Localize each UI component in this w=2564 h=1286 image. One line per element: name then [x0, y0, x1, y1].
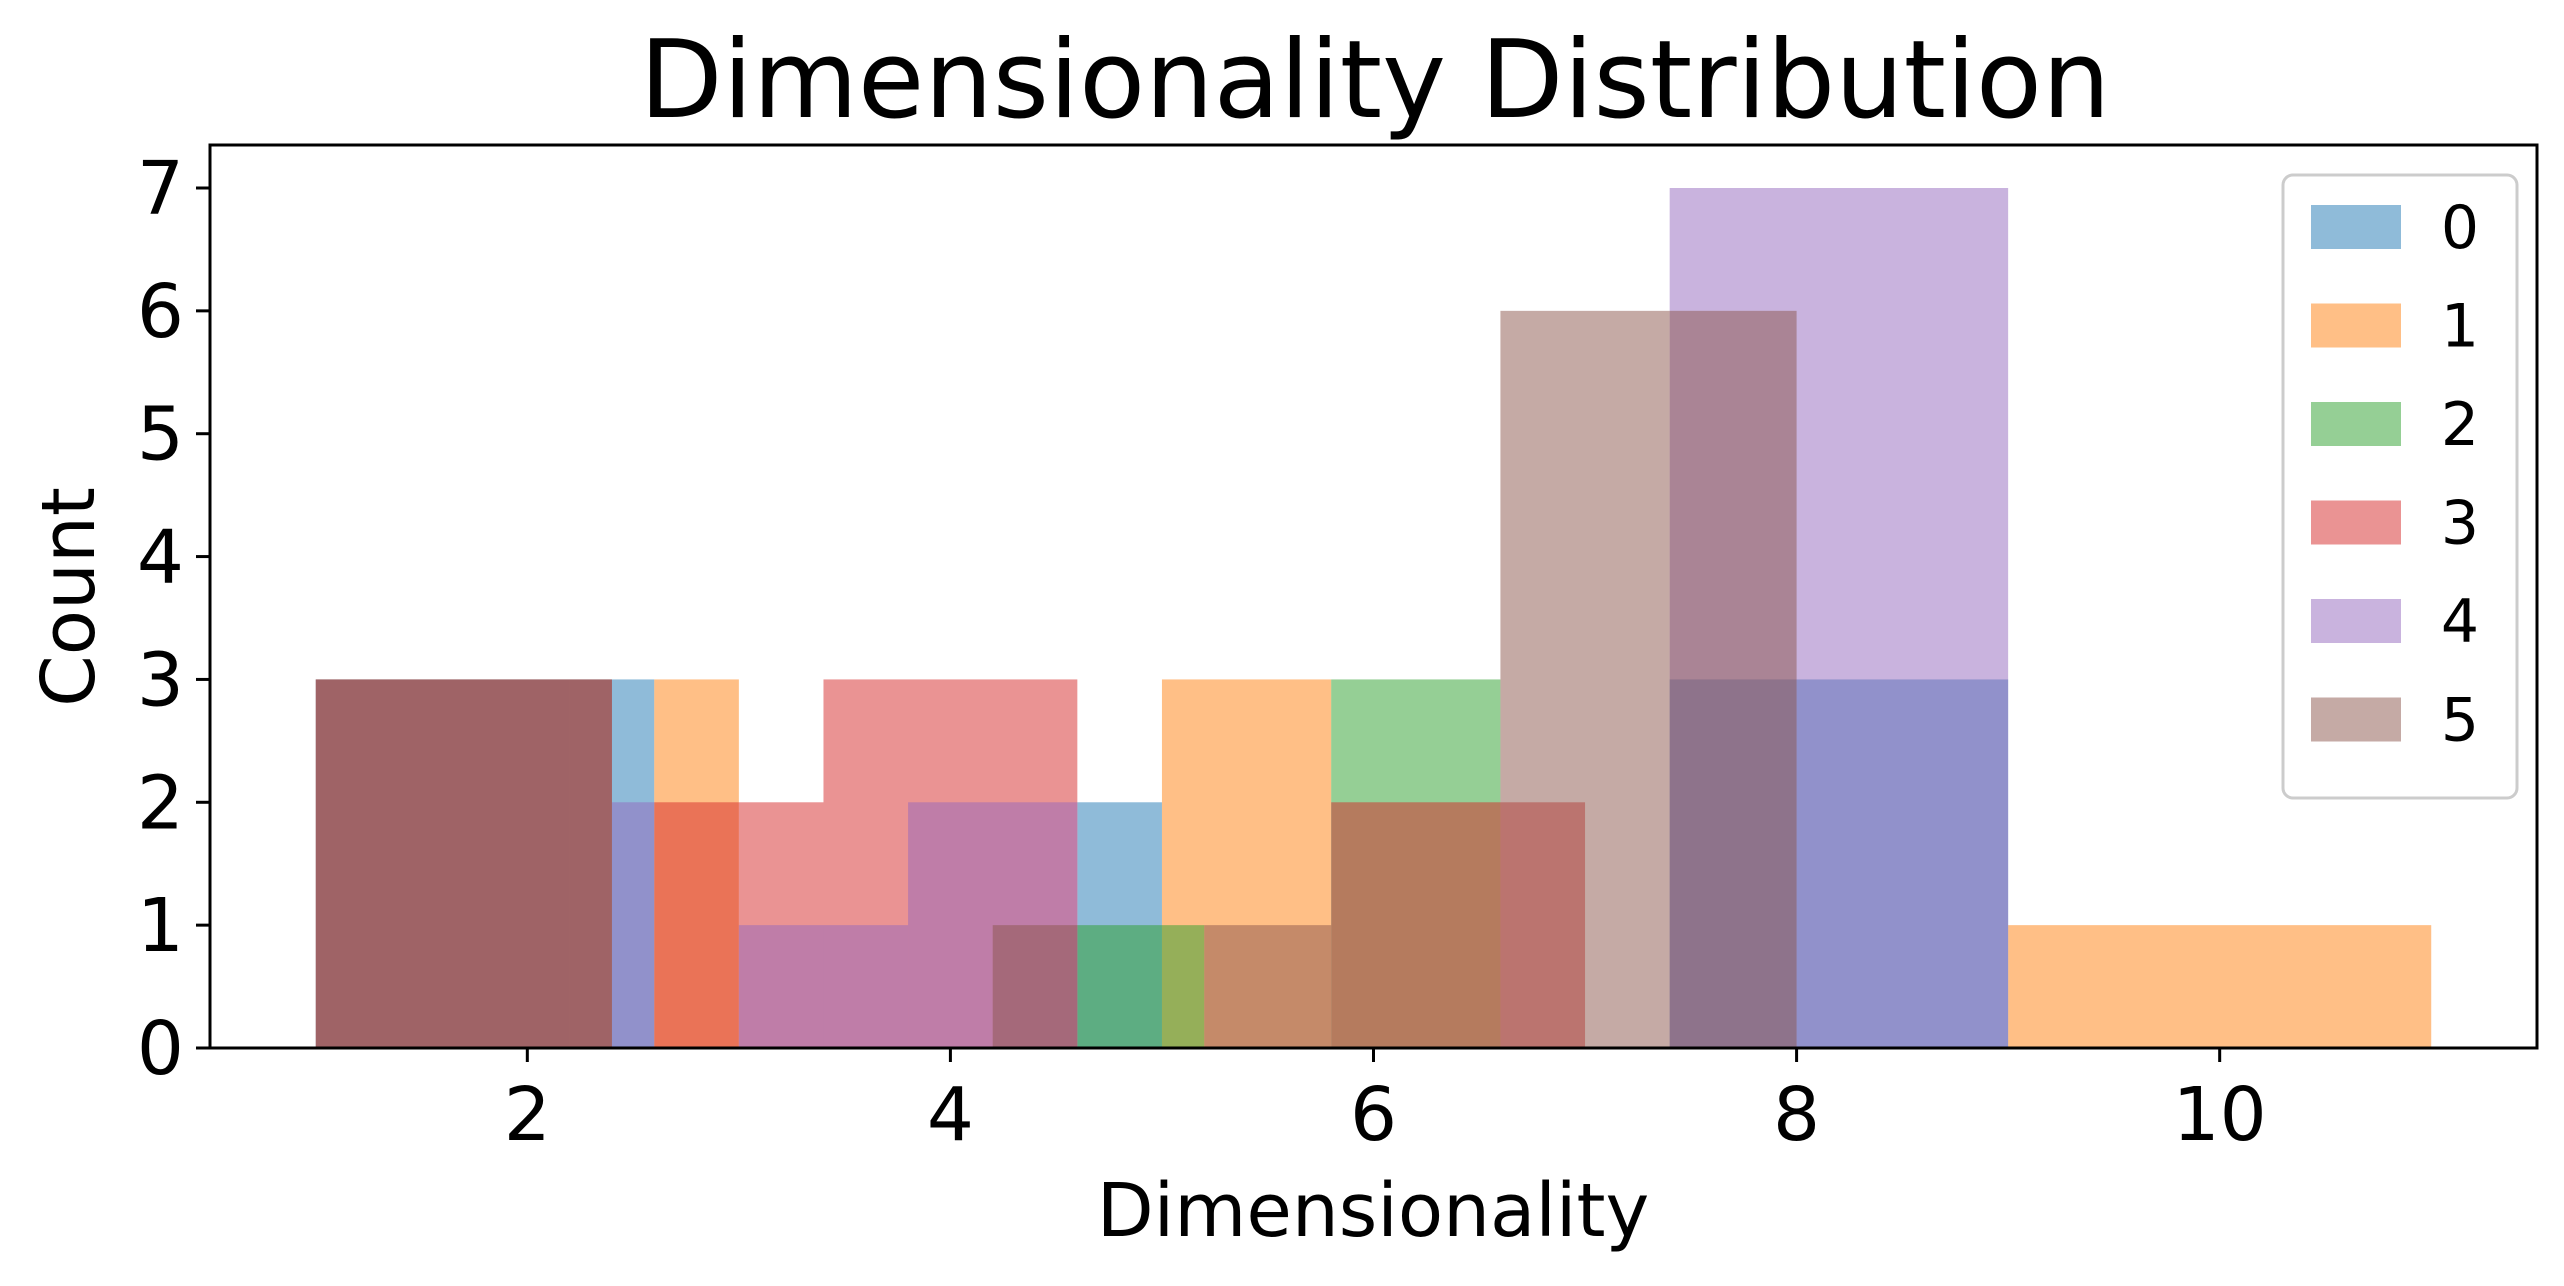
x-axis-label: Dimensionality	[1097, 1168, 1650, 1254]
y-axis-label: Count	[26, 487, 112, 707]
bar-series-3-1	[654, 802, 739, 1048]
x-tick-label: 2	[504, 1072, 551, 1158]
legend-label: 4	[2441, 587, 2479, 657]
legend-swatch	[2311, 500, 2401, 545]
legend-swatch	[2311, 303, 2401, 348]
bar-series-4-1	[738, 925, 909, 1048]
x-tick-label: 6	[1350, 1072, 1397, 1158]
bar-series-4-0	[611, 802, 655, 1048]
legend-item-3: 3	[2311, 489, 2479, 559]
legend-item-2: 2	[2311, 390, 2479, 460]
legend: 0 1 2 3 4 5	[2281, 173, 2519, 800]
x-axis-ticks: 2 4 6 8 10	[504, 1048, 2267, 1158]
bar-series-5-0	[315, 679, 570, 1048]
bar-series-5-3	[1204, 925, 1332, 1048]
legend-swatch	[2311, 697, 2401, 742]
bar-series-5-4	[1500, 310, 1670, 1048]
y-tick-label: 6	[137, 269, 184, 355]
chart-title: Dimensionality Distribution	[640, 18, 2111, 143]
bar-series-5-2	[992, 925, 1078, 1048]
legend-label: 0	[2441, 193, 2479, 263]
legend-item-5: 5	[2311, 686, 2479, 756]
legend-swatch	[2311, 599, 2401, 643]
x-tick-label: 10	[2173, 1072, 2267, 1158]
y-tick-label: 0	[137, 1006, 184, 1092]
bars-layer	[315, 188, 2432, 1048]
legend-label: 5	[2441, 686, 2479, 756]
y-tick-label: 1	[137, 883, 184, 969]
legend-swatch	[2311, 402, 2401, 446]
legend-label: 2	[2441, 390, 2479, 460]
bar-series-5-1	[569, 679, 612, 1048]
bar-series-2-0	[1077, 925, 1162, 1048]
y-tick-label: 7	[137, 146, 184, 232]
y-tick-label: 5	[137, 392, 184, 478]
legend-item-0: 0	[2311, 193, 2479, 263]
x-tick-label: 8	[1773, 1072, 1820, 1158]
series-5-bars	[315, 310, 1797, 1048]
y-tick-label: 4	[137, 515, 184, 601]
bar-series-5-5	[1669, 310, 1797, 1048]
bar-series-2-1	[1161, 925, 1205, 1048]
bar-series-1-2	[2008, 925, 2432, 1048]
legend-label: 1	[2441, 292, 2479, 362]
legend-item-1: 1	[2311, 292, 2479, 362]
legend-item-4: 4	[2311, 587, 2479, 657]
y-tick-label: 2	[137, 760, 184, 846]
y-axis-ticks: 0 1 2 3 4 5 6 7	[137, 146, 210, 1092]
legend-swatch	[2311, 205, 2401, 249]
x-tick-label: 4	[927, 1072, 974, 1158]
y-tick-label: 3	[137, 637, 184, 723]
legend-label: 3	[2441, 489, 2479, 559]
